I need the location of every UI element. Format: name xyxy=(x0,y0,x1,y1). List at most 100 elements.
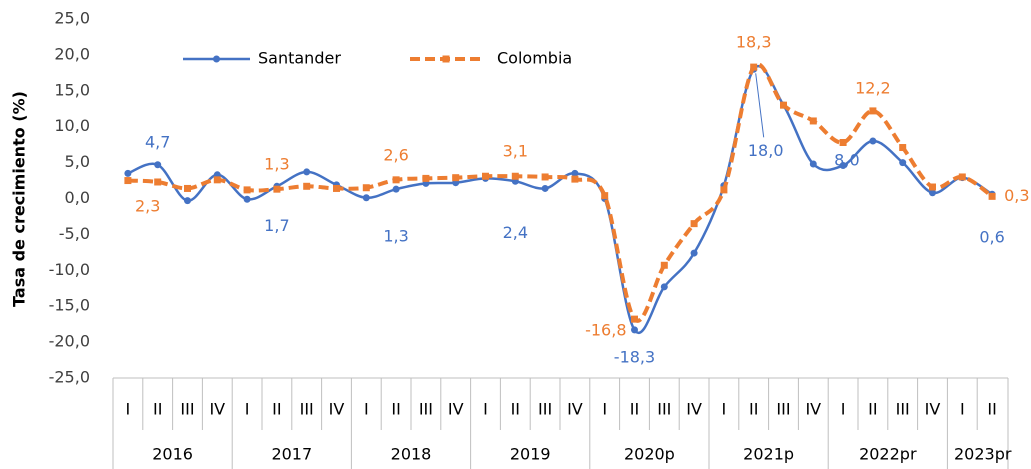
x-tick-label: IV xyxy=(329,400,345,419)
point xyxy=(571,175,579,183)
data-label: 0,3 xyxy=(1004,186,1029,205)
x-tick-label: I xyxy=(960,400,965,419)
x-tick-label: II xyxy=(987,400,996,419)
x-tick-label: II xyxy=(868,400,877,419)
point xyxy=(631,326,638,334)
point xyxy=(869,107,877,115)
point xyxy=(184,184,191,192)
data-label: 2,6 xyxy=(383,145,408,164)
point xyxy=(809,160,817,168)
point xyxy=(243,195,251,203)
x-tick-label: III xyxy=(538,400,552,419)
point xyxy=(422,174,430,182)
legend-marker xyxy=(213,55,220,63)
point xyxy=(124,177,132,185)
x-tick-label: III xyxy=(180,400,194,419)
data-label: -16,8 xyxy=(585,321,626,340)
point xyxy=(303,182,311,190)
point xyxy=(660,283,668,291)
data-label: 2,3 xyxy=(135,196,160,215)
data-label: 3,1 xyxy=(503,142,528,161)
point xyxy=(958,173,966,181)
point xyxy=(869,137,877,145)
point xyxy=(362,194,370,202)
x-tick-label: IV xyxy=(805,400,821,419)
x-group-label: 2018 xyxy=(391,445,432,464)
y-tick-label: -5,0 xyxy=(59,224,90,243)
point xyxy=(392,176,400,184)
x-tick-label: IV xyxy=(686,400,702,419)
x-tick-label: III xyxy=(419,400,433,419)
x-group-label: 2016 xyxy=(152,445,193,464)
point xyxy=(780,101,787,109)
x-tick-label: II xyxy=(749,400,758,419)
x-tick-label: II xyxy=(630,400,639,419)
point xyxy=(541,184,549,192)
y-axis-label: Tasa de crecimiento (%) xyxy=(10,91,29,307)
x-tick-label: I xyxy=(841,400,846,419)
data-label: 8,0 xyxy=(834,151,859,170)
y-tick-label: -15,0 xyxy=(49,296,90,315)
x-tick-label: III xyxy=(776,400,790,419)
y-tick-label: 25,0 xyxy=(54,9,90,28)
data-label: 1,3 xyxy=(383,227,408,246)
point xyxy=(899,159,907,167)
y-tick-label: -25,0 xyxy=(49,368,90,387)
x-tick-label: IV xyxy=(448,400,464,419)
x-tick-label: I xyxy=(126,400,131,419)
point xyxy=(362,184,370,192)
x-tick-label: IV xyxy=(209,400,225,419)
point xyxy=(690,249,698,257)
x-tick-label: IV xyxy=(567,400,583,419)
leader-line xyxy=(755,73,765,138)
x-tick-label: II xyxy=(272,400,281,419)
x-tick-label: I xyxy=(722,400,727,419)
data-label: 2,4 xyxy=(503,223,528,242)
y-tick-label: 5,0 xyxy=(65,152,90,171)
data-label: 12,2 xyxy=(855,78,891,97)
x-tick-label: III xyxy=(300,400,314,419)
point xyxy=(124,169,132,177)
point xyxy=(690,220,698,228)
point xyxy=(750,63,758,71)
point xyxy=(303,168,311,176)
point xyxy=(541,173,549,181)
point xyxy=(452,174,460,182)
series-line xyxy=(127,62,994,323)
x-tick-label: II xyxy=(511,400,520,419)
data-label: 1,3 xyxy=(264,155,289,174)
point xyxy=(511,172,519,180)
legend-label: Santander xyxy=(258,49,341,68)
point xyxy=(571,169,579,177)
series-line xyxy=(127,65,993,334)
point xyxy=(333,184,340,192)
x-group-label: 2023pr xyxy=(954,445,1012,464)
data-label: 0,6 xyxy=(979,228,1004,247)
point xyxy=(809,117,817,125)
point xyxy=(839,138,847,146)
point xyxy=(213,176,221,184)
data-label: 1,7 xyxy=(264,216,289,235)
legend-marker xyxy=(442,55,450,63)
x-tick-label: I xyxy=(602,400,607,419)
point xyxy=(154,178,162,186)
data-label: 18,3 xyxy=(736,33,772,52)
x-group-label: 2022pr xyxy=(859,445,917,464)
point xyxy=(899,144,907,152)
point xyxy=(988,192,996,200)
point xyxy=(243,186,251,194)
x-tick-label: I xyxy=(245,400,250,419)
x-group-label: 2020p xyxy=(624,445,675,464)
point xyxy=(631,315,638,323)
x-tick-label: IV xyxy=(925,400,941,419)
x-tick-label: I xyxy=(483,400,488,419)
y-tick-label: 15,0 xyxy=(54,80,90,99)
point xyxy=(601,192,609,200)
data-label: 18,0 xyxy=(748,141,784,160)
legend-label: Colombia xyxy=(497,49,572,68)
point xyxy=(839,161,847,169)
point xyxy=(392,185,400,193)
point xyxy=(929,189,936,197)
x-group-label: 2017 xyxy=(271,445,312,464)
